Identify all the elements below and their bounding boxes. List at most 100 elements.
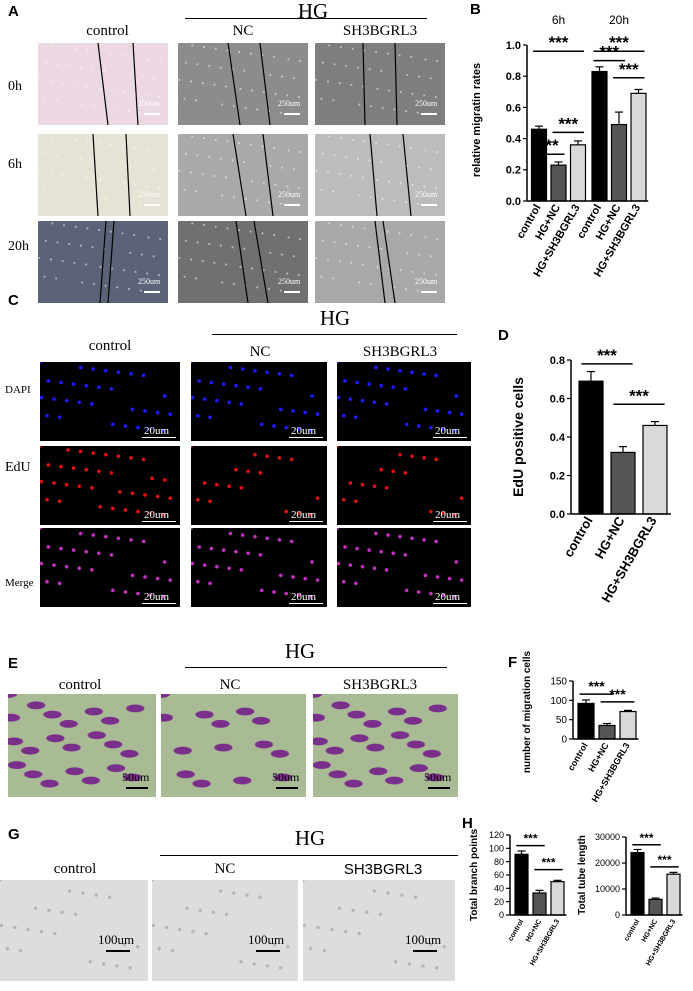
scale-bar [144, 291, 160, 293]
bar [514, 853, 529, 916]
scale-bar [126, 787, 148, 789]
scale-bar [256, 950, 280, 952]
y-tick-label: 120 [489, 830, 504, 840]
scale-bar [433, 437, 467, 438]
significance-marker: *** [657, 853, 671, 867]
scale-label: 20um [291, 591, 317, 603]
group-label-hg: HG [297, 0, 329, 23]
bar [591, 70, 608, 202]
y-tick-label: 0.4 [550, 432, 566, 444]
scale-bar [289, 603, 323, 604]
y-axis-label: relative migratin rates [471, 63, 483, 177]
scale-bar [421, 113, 437, 115]
wound-image: 250um [315, 221, 445, 303]
y-tick-label: 30000 [595, 832, 620, 842]
panel-label-g: G [8, 826, 20, 843]
scale-label: 20um [435, 425, 461, 437]
y-axis-label: Total branch points [469, 829, 480, 921]
significance-marker: *** [609, 686, 626, 702]
panel-label-h: H [462, 815, 473, 832]
significance-marker: *** [588, 678, 605, 694]
row-label-6h: 6h [8, 157, 22, 172]
scale-label: 20um [291, 425, 317, 437]
y-tick-label: 0 [615, 910, 620, 920]
scale-label: 100um [248, 932, 285, 947]
scale-label: 20um [291, 509, 317, 521]
scale-bar [142, 521, 176, 522]
scale-bar [413, 950, 437, 952]
bar [577, 702, 595, 740]
bar [610, 123, 628, 202]
bar [642, 424, 668, 515]
scale-bar [428, 787, 450, 789]
panel-label-a: A [8, 3, 19, 20]
row-label-0h: 0h [8, 79, 22, 94]
category-label: control [507, 918, 525, 942]
fluorescence-image: 20um [191, 528, 327, 607]
y-axis-label: number of migration cells [522, 650, 533, 773]
y-tick-label: 1.0 [506, 40, 521, 52]
wound-image: 250um [178, 134, 308, 216]
wound-image: 250um [38, 43, 168, 125]
scale-label: 250um [415, 277, 438, 286]
scale-bar [421, 291, 437, 293]
scale-label: 250um [278, 277, 301, 286]
col-label-sh3bgrl3: SH3BGRL3 [362, 344, 438, 360]
bar [550, 164, 567, 202]
group-label-hg: HG [284, 639, 316, 663]
scale-label: 50um [424, 770, 452, 784]
significance-marker: *** [639, 831, 653, 845]
col-label-nc: NC [214, 861, 236, 877]
y-tick-label: 150 [550, 677, 567, 688]
scale-bar [433, 603, 467, 604]
y-tick-label: 10000 [595, 884, 620, 894]
significance-marker: *** [539, 136, 559, 155]
y-tick-label: 0.6 [506, 102, 521, 114]
group-line [212, 334, 457, 335]
scale-label: 250um [278, 190, 301, 199]
y-tick-label: 0.2 [550, 470, 565, 482]
panel-label-b: B [470, 1, 481, 18]
row-label-merge: Merge [5, 577, 34, 589]
category-label: control [623, 918, 641, 942]
scale-label: 20um [144, 425, 170, 437]
wound-image: 250um [38, 134, 168, 216]
bar [648, 898, 663, 916]
y-tick-label: 40 [494, 883, 504, 893]
wound-image: 250um [315, 43, 445, 125]
col-label-sh3bgrl3: SH3BGRL3 [342, 677, 418, 693]
scale-bar [421, 204, 437, 206]
y-tick-label: 0.8 [550, 355, 565, 367]
bar [666, 873, 681, 916]
bar [619, 710, 637, 740]
group-label-hg: HG [294, 826, 326, 850]
panel-label-e: E [8, 655, 19, 672]
bar [630, 851, 645, 916]
row-label-edu: EdU [5, 460, 31, 475]
col-label-control: control [88, 338, 132, 354]
category-label: HG+NC [641, 919, 659, 944]
wound-image: 250um [178, 43, 308, 125]
y-axis-label: Total tube length [577, 835, 588, 915]
bar [532, 892, 547, 916]
fluorescence-image: 20um [337, 362, 471, 441]
wound-image: 250um [38, 221, 168, 303]
significance-marker: *** [558, 114, 578, 133]
bar [569, 144, 587, 202]
panel-label-d: D [498, 327, 509, 344]
scale-label: 20um [144, 591, 170, 603]
fluorescence-image: 20um [40, 446, 180, 525]
group-line [185, 667, 447, 668]
scale-label: 250um [278, 99, 301, 108]
scale-bar [142, 437, 176, 438]
y-tick-label: 0.2 [506, 165, 521, 177]
col-label-control: control [58, 677, 102, 693]
significance-marker: *** [541, 856, 555, 870]
scale-label: 250um [138, 99, 161, 108]
row-label-20h: 20h [8, 239, 29, 254]
scale-label: 20um [144, 509, 170, 521]
scale-bar [276, 787, 298, 789]
significance-marker: *** [549, 33, 569, 52]
y-tick-label: 20 [494, 897, 504, 907]
scale-label: 100um [98, 932, 135, 947]
